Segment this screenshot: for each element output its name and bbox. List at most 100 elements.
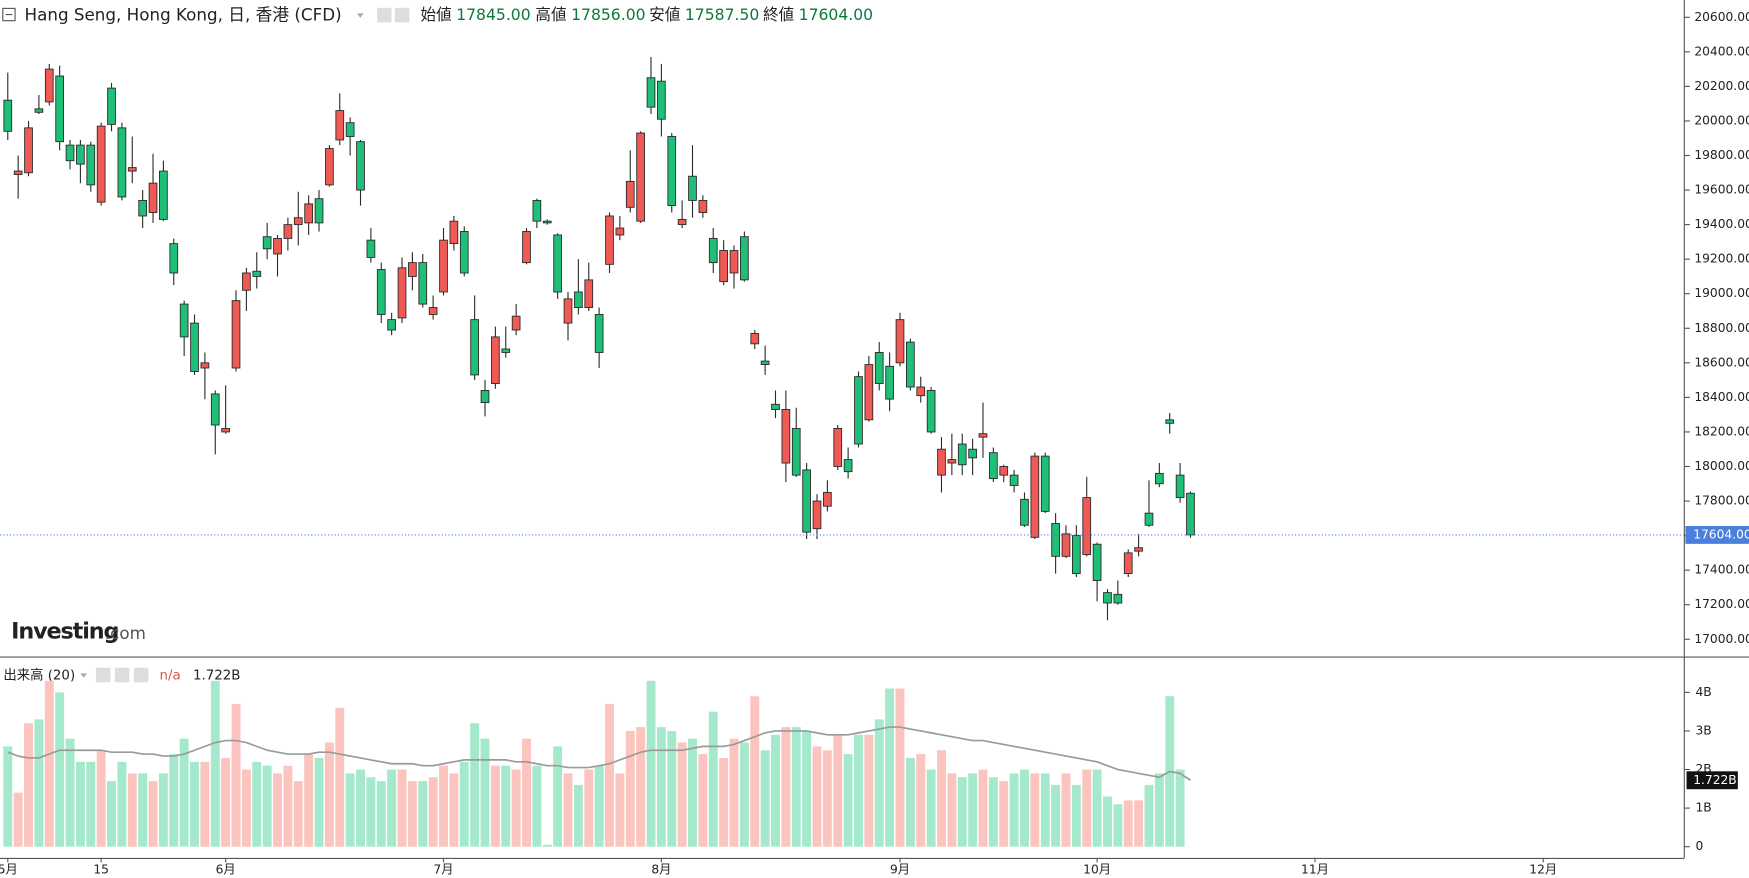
candle-body (854, 376, 863, 445)
candle-body (356, 141, 365, 191)
volume-bar (283, 765, 293, 847)
volume-y-tick-label: 0 (1695, 839, 1703, 853)
candle-body (885, 365, 894, 400)
volume-y-tick-label: 4B (1695, 685, 1711, 699)
y-tick-label: 20400.00 (1694, 44, 1749, 58)
candle-body (501, 348, 511, 353)
volume-bar (729, 738, 739, 847)
volume-dropdown-caret[interactable] (80, 673, 88, 678)
volume-visibility-icon[interactable] (95, 667, 111, 683)
volume-bar (273, 773, 282, 847)
volume-bar (625, 730, 635, 847)
y-tick-label: 17400.00 (1694, 563, 1749, 577)
volume-bar (895, 688, 905, 847)
candle-body (148, 182, 158, 213)
volume-bar (397, 769, 407, 847)
candle-body (345, 122, 355, 137)
candle-body (242, 272, 251, 291)
candle-body (916, 386, 926, 397)
ohlc-label: 始値 (421, 5, 452, 24)
candle-body (957, 443, 967, 466)
ohlc-label: 安値 (649, 5, 680, 24)
collapse-icon[interactable] (2, 7, 16, 22)
volume-bar (86, 761, 96, 847)
volume-bar (573, 784, 583, 847)
volume-bar (200, 761, 210, 847)
volume-bar (96, 750, 106, 847)
y-tick-label: 20200.00 (1694, 79, 1749, 93)
volume-bar (522, 738, 531, 847)
candle-body (1144, 512, 1154, 526)
volume-bar (791, 727, 801, 847)
candle-body (252, 270, 262, 277)
volume-bar (3, 746, 13, 847)
dropdown-caret[interactable] (356, 13, 364, 18)
volume-bar (117, 761, 127, 847)
volume-bar (1061, 773, 1071, 847)
ma-value-label: 1.722B (1693, 773, 1736, 787)
candle-body (781, 409, 791, 464)
x-tick-label: 9月 (890, 863, 910, 877)
candle-body (335, 110, 345, 141)
settings-icon[interactable] (394, 7, 410, 23)
candle-body (937, 448, 946, 476)
volume-bar (335, 707, 345, 847)
visibility-icon[interactable] (377, 7, 392, 23)
candle-body (96, 125, 106, 203)
volume-close-icon[interactable] (133, 667, 149, 683)
y-tick-label: 17200.00 (1694, 597, 1749, 611)
volume-bar (356, 769, 365, 847)
volume-bar (293, 781, 303, 847)
volume-settings-icon[interactable] (114, 667, 130, 683)
x-tick-label: 15 (93, 863, 109, 877)
y-tick-label: 19600.00 (1694, 183, 1749, 197)
volume-y-tick-label: 1B (1695, 801, 1711, 815)
candle-body (159, 170, 168, 220)
candle-body (210, 393, 220, 426)
candle-body (283, 224, 293, 239)
candle-body (13, 170, 23, 175)
volume-bar (978, 769, 988, 847)
y-tick-label: 17000.00 (1694, 632, 1749, 646)
candle-body (812, 500, 822, 530)
volume-bar (190, 761, 199, 847)
volume-bar (158, 773, 168, 847)
volume-bar (314, 757, 324, 847)
candle-body (325, 148, 334, 186)
x-tick-label: 8月 (651, 863, 671, 877)
volume-bar (418, 781, 428, 847)
candle-body (200, 362, 210, 369)
candle-body (428, 307, 438, 315)
volume-bar (179, 738, 189, 847)
ohlc-value: 17587.50 (685, 5, 759, 24)
candle-body (304, 203, 313, 224)
candle-body (24, 127, 33, 174)
ohlc-label: 終値 (763, 5, 794, 24)
volume-bar (937, 750, 946, 847)
y-tick-label: 19400.00 (1694, 217, 1749, 231)
candle-body (293, 217, 303, 226)
candle-body (86, 144, 96, 186)
candles (3, 57, 1195, 621)
candle-body (688, 175, 697, 201)
volume-bar (677, 742, 687, 847)
candle-body (999, 466, 1009, 476)
volume-bar (771, 734, 780, 847)
candle-body (843, 459, 853, 473)
candle-body (667, 136, 677, 207)
chart-title: Hang Seng, Hong Kong, 日, 香港 (CFD) (25, 5, 342, 25)
candle-body (823, 491, 832, 507)
candle-body (895, 319, 905, 364)
volume-bar (304, 754, 314, 847)
header-icons (2, 7, 410, 683)
volume-bar (553, 746, 563, 847)
candle-body (65, 144, 75, 162)
volume-bar (905, 757, 915, 847)
candle-body (366, 239, 376, 258)
volume-bar (345, 773, 355, 847)
candle-body (221, 428, 230, 433)
volume-bar (812, 746, 822, 847)
volume-bar (13, 792, 23, 847)
volume-bar (739, 742, 749, 847)
y-tick-label: 18600.00 (1694, 355, 1749, 369)
